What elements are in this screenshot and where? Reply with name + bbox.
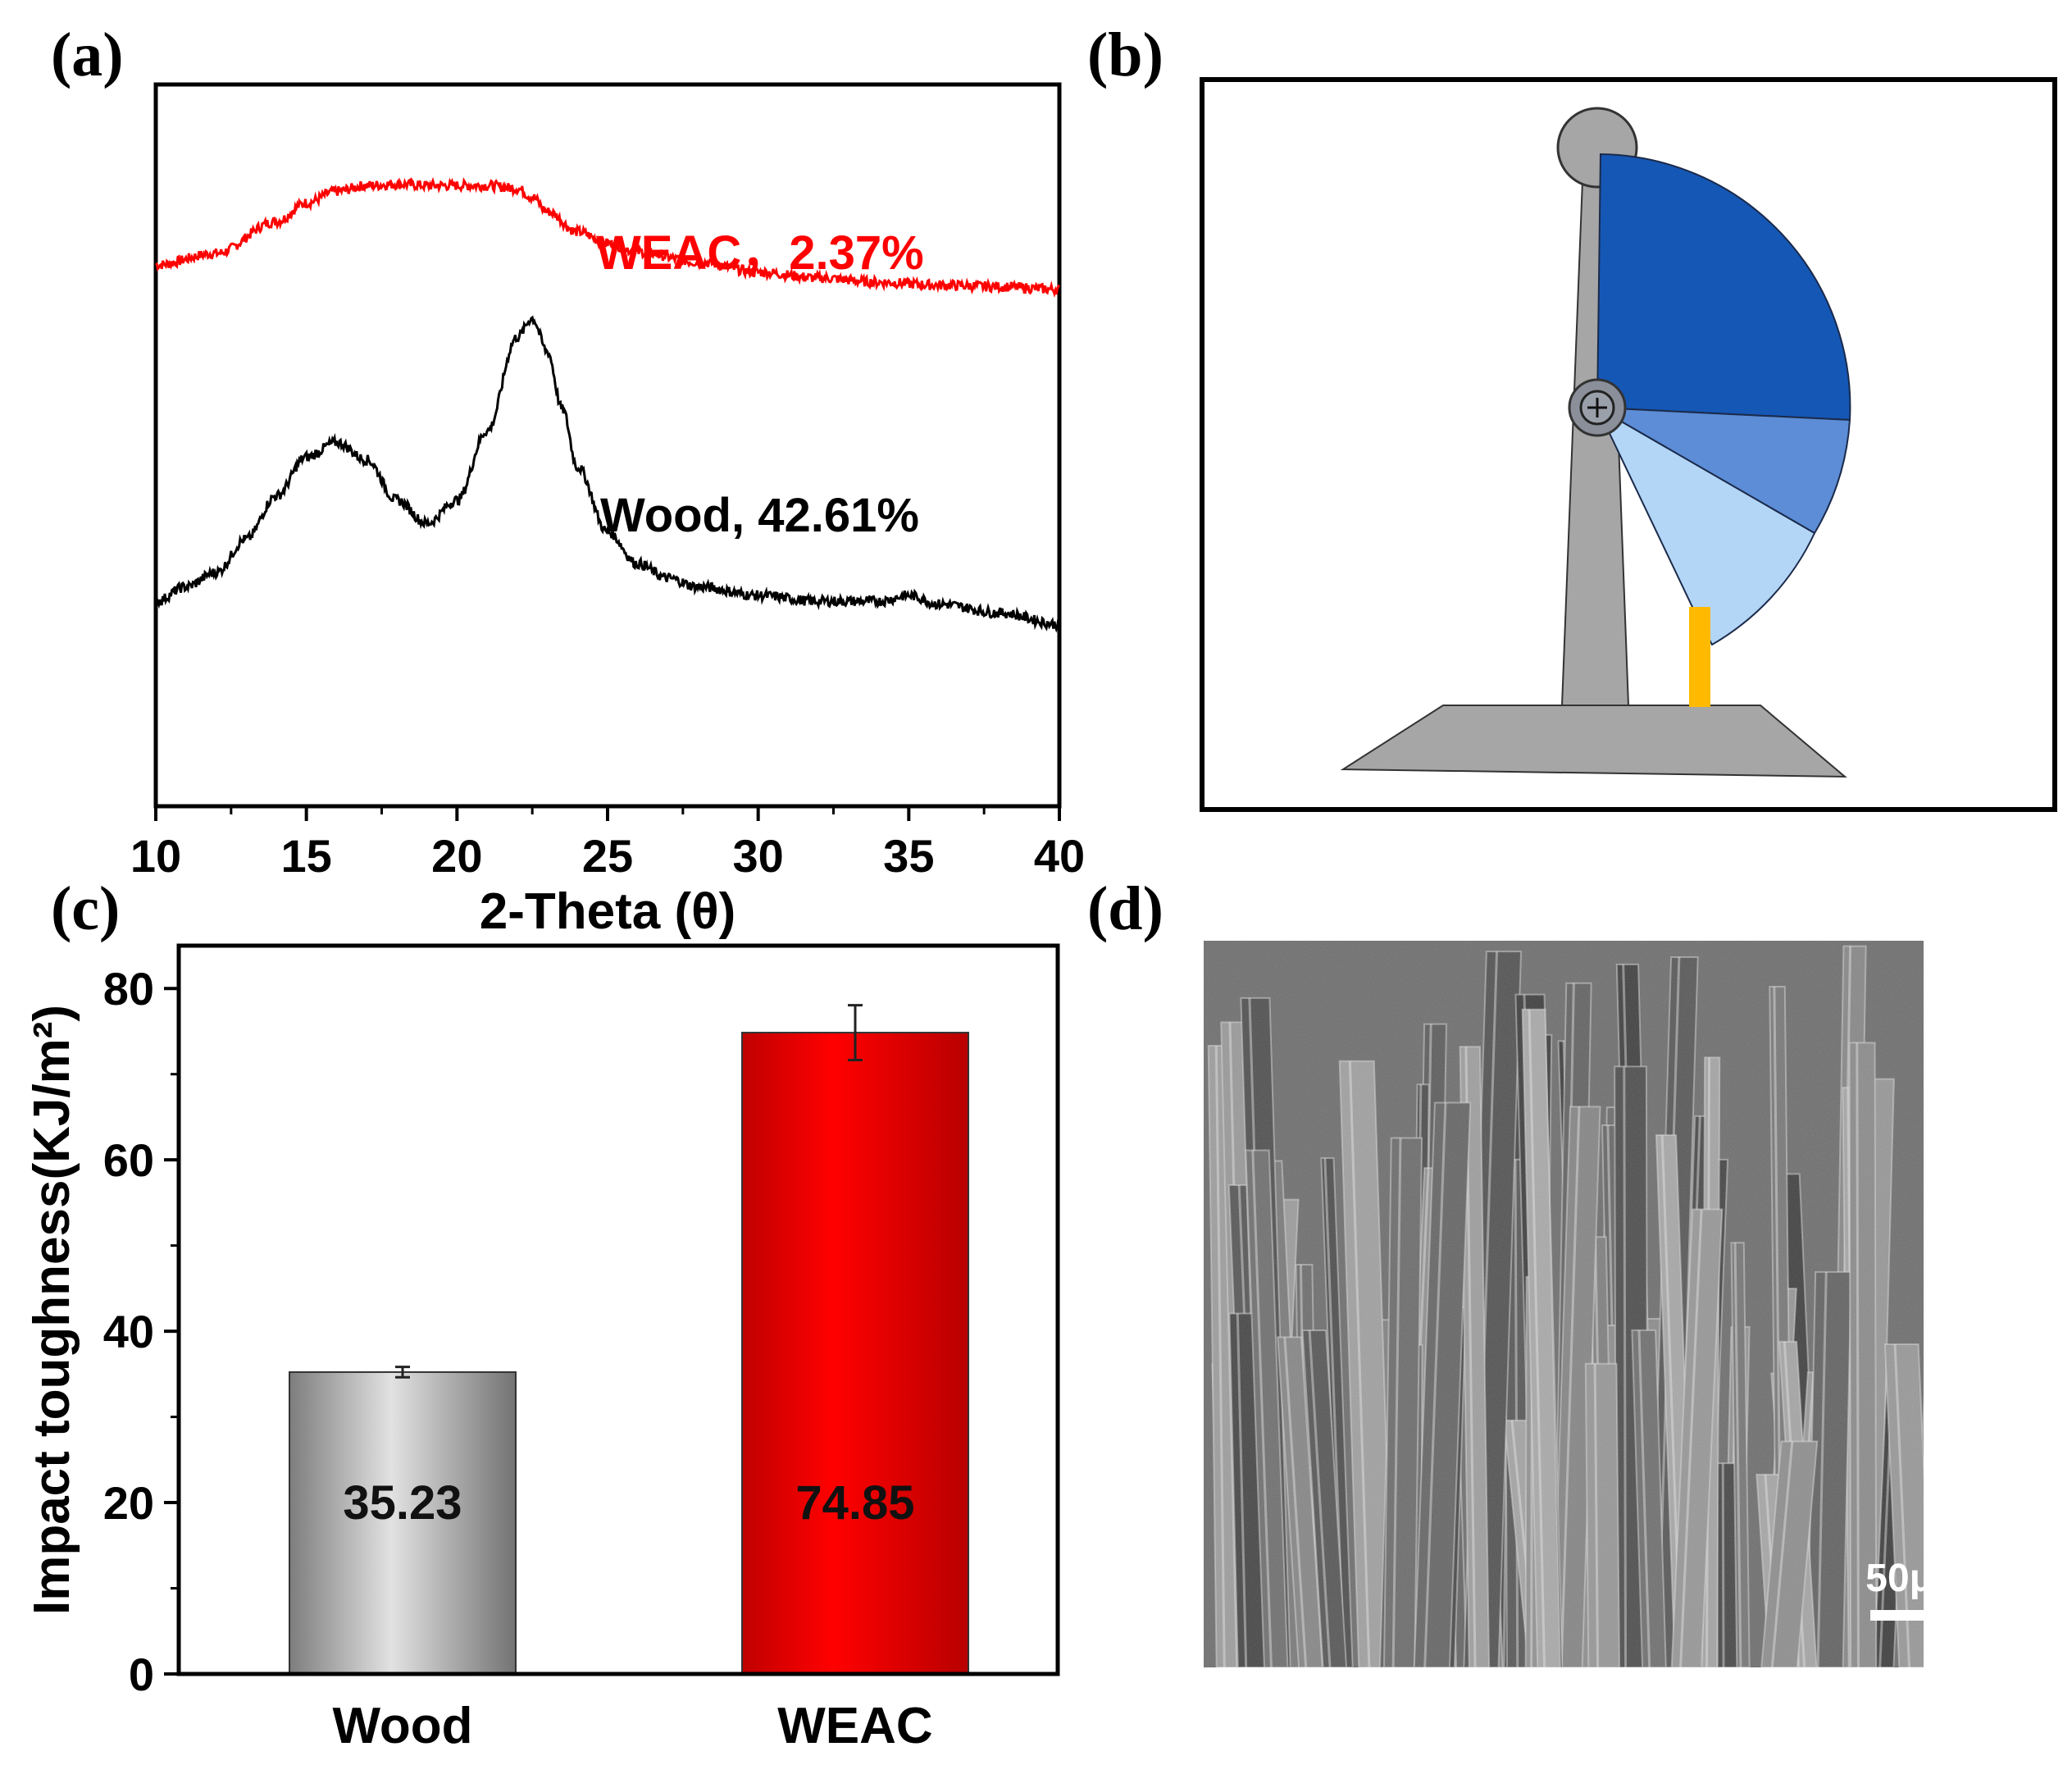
bar-value-label: 74.85 — [795, 1476, 914, 1530]
series-line-weac — [155, 176, 1061, 298]
bar-weac — [741, 1032, 969, 1675]
sem-micrograph — [1204, 941, 1924, 1667]
y-axis-c: 0 20 40 60 80 — [103, 963, 179, 1700]
panel-label-a: (a) — [51, 21, 124, 89]
y-tick-label-c: 40 — [103, 1306, 154, 1357]
x-tick-label-a: 10 — [130, 830, 181, 882]
pendulum-sector-medium — [1596, 407, 1851, 535]
series-label-weac: WEAC，2.37% — [596, 226, 924, 280]
plot-frame-a — [153, 82, 1062, 809]
plot-frame-c — [176, 943, 1060, 1676]
x-axis-a: 10 15 20 25 30 35 40 — [130, 806, 1085, 882]
y-tick-label-c: 0 — [129, 1649, 154, 1700]
x-axis-title-a: 2-Theta (θ) — [480, 883, 736, 940]
x-axis-c: Wood WEAC — [332, 1698, 932, 1754]
x-tick-label-a: 25 — [582, 830, 633, 882]
error-bar-wood — [395, 1366, 410, 1379]
x-tick-label-a: 20 — [431, 830, 482, 882]
panel-label-b: (b) — [1087, 21, 1164, 89]
tester-base — [1340, 705, 1847, 778]
scale-bar-label: 50μm — [1865, 1557, 1968, 1600]
y-tick-label-c: 60 — [103, 1134, 154, 1186]
panel-label-c: (c) — [51, 874, 120, 943]
bar-wood — [289, 1370, 517, 1675]
series-label-wood: Wood, 42.61% — [600, 489, 919, 542]
x-category-label: WEAC — [777, 1698, 932, 1754]
panel-c-bar-chart: (c) 35.23 74.85 0 20 40 60 80 Wood WEAC Impact… — [24, 874, 1060, 1754]
plus-icon — [1568, 378, 1627, 437]
panel-d-sem-image: (d) 50μm — [1087, 874, 1975, 1667]
panel-b-impact-tester-schematic: (b) — [1087, 21, 2057, 812]
test-specimen — [1689, 607, 1710, 707]
y-tick-label-c: 20 — [103, 1477, 154, 1529]
x-tick-label-a: 40 — [1034, 830, 1085, 882]
pendulum-sector-dark — [1596, 153, 1851, 422]
x-category-label: Wood — [332, 1698, 472, 1754]
x-tick-label-a: 15 — [281, 830, 332, 882]
series-line-wood — [154, 315, 1061, 633]
panel-label-d: (d) — [1087, 874, 1164, 943]
scale-bar — [1870, 1610, 1975, 1621]
y-tick-label-c: 80 — [103, 963, 154, 1015]
panel-a-xrd-chart: (a) WEAC，2.37% Wood, 42.61% 10 15 20 25 30 35… — [51, 21, 1085, 940]
pendulum-sector-light — [1595, 405, 1816, 646]
bar-value-label: 35.23 — [343, 1476, 462, 1530]
y-axis-title-c: Impact toughness(KJ/m²) — [24, 1005, 80, 1615]
error-bar-weac — [848, 1004, 863, 1061]
x-tick-label-a: 30 — [733, 830, 784, 882]
x-tick-label-a: 35 — [883, 830, 934, 882]
bars-c: 35.23 74.85 — [289, 1004, 969, 1675]
